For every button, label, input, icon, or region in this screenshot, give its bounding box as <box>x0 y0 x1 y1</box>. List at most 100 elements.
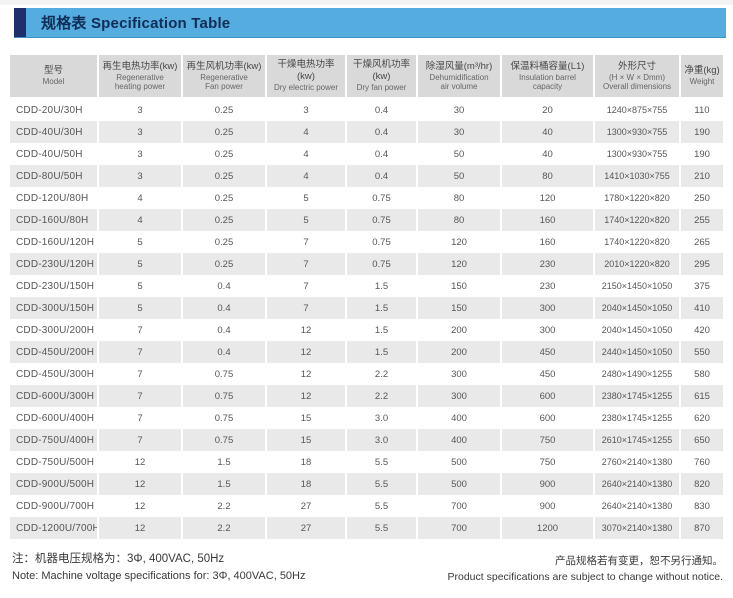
value-cell: 0.25 <box>181 143 266 165</box>
column-header: 外形尺寸 (H × W × Dmm) Overall dimensions <box>593 55 680 99</box>
value-cell: 1.5 <box>345 297 417 319</box>
model-cell: CDD-230U/120H <box>16 258 95 270</box>
value-cell: 120 <box>416 231 501 253</box>
model-cell: CDD-80U/50H <box>16 170 83 182</box>
value-cell: 2640×2140×1380 <box>593 495 680 517</box>
voltage-note-zh: 注：机器电压规格为：3Φ, 400VAC, 50Hz <box>12 553 225 565</box>
value-cell: 0.4 <box>345 143 417 165</box>
voltage-note: 注：机器电压规格为：3Φ, 400VAC, 50Hz Note: Machine… <box>12 550 306 582</box>
value-cell: 20 <box>500 98 594 121</box>
value-cell: 1.5 <box>345 341 417 363</box>
value-cell: 3070×2140×1380 <box>593 517 680 539</box>
model-cell: CDD-750U/500H <box>16 456 95 468</box>
value-cell: 375 <box>679 275 723 297</box>
value-cell: 450 <box>500 363 594 385</box>
value-cell: 0.4 <box>181 319 266 341</box>
table-row: CDD-600U/400H 7 0.75 15 3.0 400 600 2380×1745×1… <box>10 407 723 429</box>
value-cell: 2440×1450×1050 <box>593 341 680 363</box>
value-cell: 160 <box>500 231 594 253</box>
value-cell: 0.75 <box>345 187 417 209</box>
value-cell: 40 <box>500 121 594 143</box>
value-cell: 190 <box>679 143 723 165</box>
value-cell: 15 <box>265 429 346 451</box>
table-row: CDD-300U/200H 7 0.4 12 1.5 200 300 2040×1450×10… <box>10 319 723 341</box>
value-cell: 200 <box>416 319 501 341</box>
value-cell: 30 <box>416 121 501 143</box>
table-body: CDD-20U/30H 3 0.25 3 0.4 30 20 1240×875×755 110 C… <box>10 98 723 539</box>
value-cell: 12 <box>265 341 346 363</box>
value-cell: 0.75 <box>345 231 417 253</box>
value-cell: 160 <box>500 209 594 231</box>
value-cell: 80 <box>500 165 594 187</box>
value-cell: 3 <box>97 165 182 187</box>
model-cell: CDD-300U/200H <box>16 324 95 336</box>
value-cell: 700 <box>416 517 501 539</box>
value-cell: 5 <box>97 275 182 297</box>
value-cell: 7 <box>97 341 182 363</box>
table-row: CDD-80U/50H 3 0.25 4 0.4 50 80 1410×1030×755 210 <box>10 165 723 187</box>
value-cell: 0.75 <box>345 209 417 231</box>
value-cell: 0.75 <box>181 429 266 451</box>
value-cell: 80 <box>416 209 501 231</box>
value-cell: 400 <box>416 407 501 429</box>
value-cell: 2640×2140×1380 <box>593 473 680 495</box>
model-cell: CDD-900U/700H <box>16 500 95 512</box>
column-header: 再生风机功率(kw) Regenerative Fan power <box>181 55 266 99</box>
value-cell: 12 <box>265 319 346 341</box>
value-cell: 5 <box>265 187 346 209</box>
table-row: CDD-900U/500H 12 1.5 18 5.5 500 900 2640×2140×1… <box>10 473 723 495</box>
change-notice-en: Product specifications are subject to ch… <box>447 571 724 583</box>
value-cell: 600 <box>500 385 594 407</box>
value-cell: 7 <box>97 429 182 451</box>
value-cell: 7 <box>97 319 182 341</box>
value-cell: 0.75 <box>345 253 417 275</box>
table-row: CDD-230U/150H 5 0.4 7 1.5 150 230 2150×1450×105… <box>10 275 723 297</box>
value-cell: 5 <box>97 253 182 275</box>
value-cell: 40 <box>500 143 594 165</box>
value-cell: 3 <box>97 143 182 165</box>
value-cell: 0.75 <box>181 407 266 429</box>
value-cell: 7 <box>97 363 182 385</box>
model-cell: CDD-230U/150H <box>16 280 95 292</box>
model-cell: CDD-600U/400H <box>16 412 95 424</box>
value-cell: 550 <box>679 341 723 363</box>
value-cell: 0.25 <box>181 187 266 209</box>
value-cell: 265 <box>679 231 723 253</box>
value-cell: 30 <box>416 98 501 121</box>
model-cell: CDD-600U/300H <box>16 390 95 402</box>
column-header: 型号 Model <box>10 55 98 99</box>
column-header: 净重(kg) Weight <box>679 55 723 99</box>
value-cell: 2760×2140×1380 <box>593 451 680 473</box>
value-cell: 5.5 <box>345 517 417 539</box>
value-cell: 12 <box>265 363 346 385</box>
model-cell: CDD-20U/30H <box>16 104 83 116</box>
value-cell: 50 <box>416 165 501 187</box>
value-cell: 1300×930×755 <box>593 143 680 165</box>
value-cell: 12 <box>97 473 182 495</box>
value-cell: 1410×1030×755 <box>593 165 680 187</box>
value-cell: 12 <box>97 517 182 539</box>
value-cell: 18 <box>265 451 346 473</box>
voltage-note-en: Note: Machine voltage specifications for… <box>12 570 306 582</box>
value-cell: 12 <box>97 451 182 473</box>
header-row: 型号 Model 再生电热功率(kw) Regenerative heating pow… <box>10 55 723 99</box>
value-cell: 5 <box>265 209 346 231</box>
value-cell: 230 <box>500 253 594 275</box>
column-header: 干燥风机功率 (kw) Dry fan power <box>345 55 417 99</box>
table-row: CDD-1200U/700H 12 2.2 27 5.5 700 1200 3070×2140… <box>10 517 723 539</box>
value-cell: 1740×1220×820 <box>593 209 680 231</box>
value-cell: 0.4 <box>181 297 266 319</box>
value-cell: 120 <box>500 187 594 209</box>
value-cell: 120 <box>416 253 501 275</box>
value-cell: 300 <box>500 297 594 319</box>
specification-table: 型号 Model 再生电热功率(kw) Regenerative heating pow… <box>10 55 723 539</box>
value-cell: 2610×1745×1255 <box>593 429 680 451</box>
value-cell: 7 <box>265 275 346 297</box>
value-cell: 820 <box>679 473 723 495</box>
value-cell: 110 <box>679 98 723 121</box>
value-cell: 870 <box>679 517 723 539</box>
title-bar: 规格表 Specification Table <box>14 8 726 38</box>
table-row: CDD-230U/120H 5 0.25 7 0.75 120 230 2010×1220×8… <box>10 253 723 275</box>
value-cell: 900 <box>500 473 594 495</box>
title-accent-block <box>14 8 26 37</box>
